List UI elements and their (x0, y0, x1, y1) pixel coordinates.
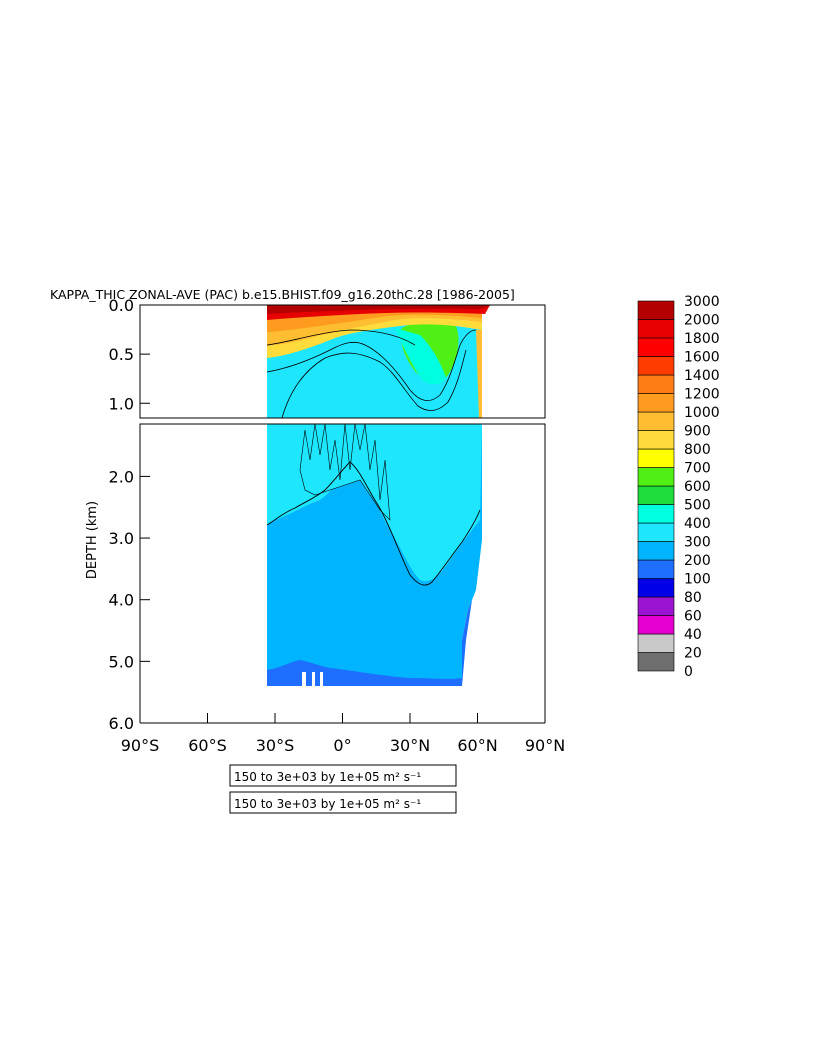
lower-panel (266, 424, 482, 686)
colorbar-swatch (637, 448, 675, 468)
colorbar-level-label: 300 (684, 535, 711, 551)
x-tick-label: 60°S (188, 736, 227, 755)
x-tick-label: 30°N (390, 736, 430, 755)
x-tick-label: 90°S (121, 736, 160, 755)
colorbar-swatch (637, 300, 675, 320)
upper-contour-3 (266, 329, 416, 346)
colorbar-level-label: 1400 (684, 368, 720, 384)
colorbar-level-label: 1200 (684, 387, 720, 403)
lower-contour-300 (266, 461, 481, 586)
colorbar-swatch (637, 393, 675, 413)
colorbar-swatch (637, 504, 675, 524)
colorbar-swatch (637, 319, 675, 339)
colorbar-swatch (637, 337, 675, 357)
colorbar-swatch (637, 633, 675, 653)
upper-band-teal-tongue (395, 328, 446, 385)
colorbar-level-label: 500 (684, 498, 711, 514)
y-axis-label: DEPTH (km) (85, 501, 100, 579)
x-tick-label: 90°N (525, 736, 565, 755)
y-tick-label: 0.0 (109, 296, 134, 315)
annotation-box-1: 150 to 3e+03 by 1e+05 m² s⁻¹ (229, 764, 457, 787)
colorbar-level-label: 20 (684, 646, 702, 662)
lower-seafloor-gap-1 (302, 672, 306, 686)
colorbar-swatch (637, 356, 675, 376)
colorbar-level-label: 0 (684, 664, 693, 680)
colorbar-swatch (637, 467, 675, 487)
colorbar-level-label: 100 (684, 572, 711, 588)
colorbar-swatch (637, 652, 675, 672)
lower-jagged-fingers (299, 424, 391, 521)
x-tick-label: 30°S (256, 736, 295, 755)
lower-seafloor-gap-3 (320, 672, 323, 686)
colorbar-level-label: 60 (684, 609, 702, 625)
colorbar-level-label: 1000 (684, 405, 720, 421)
upper-east-edge-band (476, 330, 482, 418)
colorbar-level-label: 2000 (684, 313, 720, 329)
upper-panel-frame (139, 304, 546, 419)
colorbar-swatch (637, 578, 675, 598)
colorbar-level-label: 200 (684, 553, 711, 569)
colorbar-level-label: 700 (684, 461, 711, 477)
colorbar-level-label: 1600 (684, 350, 720, 366)
colorbar: 0 20 40 60 80 100 200 300 400 500 600 700 800 900 1000… (637, 294, 720, 680)
x-tick-label: 0° (333, 736, 351, 755)
contour-info-label-2: 150 to 3e+03 by 1e+05 m² s⁻¹ (234, 797, 421, 811)
lower-east-deep-band (462, 600, 472, 686)
y-tick-label: 2.0 (109, 467, 134, 486)
y-axis: 0.0 0.5 1.0 2.0 3.0 4.0 5.0 6.0 (109, 296, 150, 733)
upper-contour-2 (281, 349, 467, 418)
colorbar-level-label: 400 (684, 516, 711, 532)
colorbar-level-label: 1800 (684, 331, 720, 347)
colorbar-swatch (637, 615, 675, 635)
lower-panel-frame (139, 423, 546, 723)
colorbar-level-label: 40 (684, 627, 702, 643)
colorbar-level-label: 80 (684, 590, 702, 606)
upper-contour-1 (266, 329, 477, 401)
colorbar-level-label: 3000 (684, 294, 720, 310)
contour-info-label-1: 150 to 3e+03 by 1e+05 m² s⁻¹ (234, 770, 421, 784)
colorbar-swatch (637, 374, 675, 394)
y-tick-label: 1.0 (109, 394, 134, 413)
x-tick-label: 60°N (457, 736, 497, 755)
x-axis: 90°S 60°S 30°S 0° 30°N 60°N 90°N (121, 713, 565, 755)
y-tick-label: 6.0 (109, 714, 134, 733)
colorbar-swatch (637, 596, 675, 616)
colorbar-level-label: 900 (684, 424, 711, 440)
colorbar-swatch (637, 411, 675, 431)
colorbar-swatch (637, 485, 675, 505)
lower-bottom-band (267, 660, 462, 686)
y-tick-label: 0.5 (109, 345, 134, 364)
colorbar-swatch (637, 522, 675, 542)
colorbar-level-label: 800 (684, 442, 711, 458)
upper-band-darkred (267, 305, 492, 314)
colorbar-swatch (637, 559, 675, 579)
y-tick-label: 5.0 (109, 652, 134, 671)
colorbar-swatch (637, 541, 675, 561)
annotation-box-2: 150 to 3e+03 by 1e+05 m² s⁻¹ (229, 791, 457, 814)
upper-panel (266, 305, 492, 418)
colorbar-level-label: 600 (684, 479, 711, 495)
y-tick-label: 3.0 (109, 529, 134, 548)
colorbar-swatch (637, 430, 675, 450)
lower-seafloor-gap-2 (312, 672, 315, 686)
y-tick-label: 4.0 (109, 591, 134, 610)
chart-title: KAPPA_THIC ZONAL-AVE (PAC) b.e15.BHIST.f… (50, 287, 515, 302)
